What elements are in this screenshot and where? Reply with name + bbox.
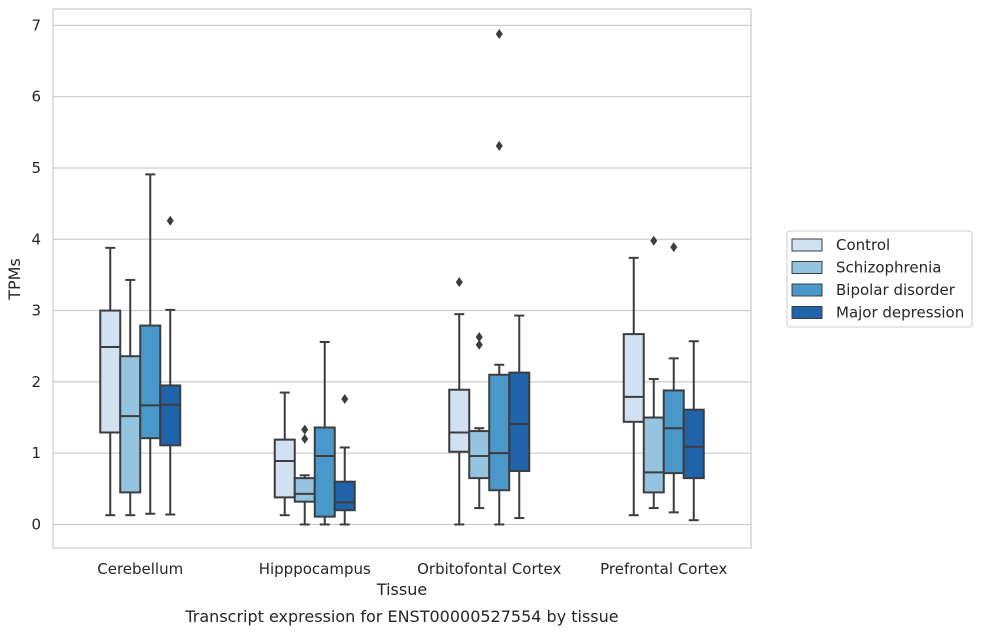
- box: [508, 314, 531, 520]
- box: [622, 256, 645, 517]
- y-tick-label: 7: [31, 16, 41, 34]
- box-body: [662, 389, 685, 475]
- x-axis-label: Tissue: [376, 580, 427, 599]
- legend-label: Control: [836, 236, 890, 254]
- box-body: [333, 480, 356, 512]
- box-body: [642, 416, 665, 494]
- y-tick-label: 4: [31, 230, 41, 248]
- box: [662, 242, 685, 514]
- y-axis-label: TPMs: [5, 258, 24, 301]
- outlier-point: [301, 424, 309, 435]
- y-tick-label: 2: [31, 373, 41, 391]
- box-body: [682, 408, 705, 480]
- box: [333, 393, 356, 526]
- y-tick-labels: 0 1 2 3 4 5 6 7: [31, 16, 41, 533]
- outlier-point: [475, 339, 483, 350]
- box: [99, 246, 122, 517]
- box: [119, 278, 142, 517]
- box-body: [139, 324, 162, 440]
- y-tick-label: 3: [31, 302, 41, 320]
- outlier-point: [475, 331, 483, 342]
- legend-label: Bipolar disorder: [836, 281, 956, 299]
- outlier-point: [495, 28, 503, 39]
- legend-frame: [786, 230, 973, 328]
- box-body: [622, 333, 645, 423]
- y-tick-label: 5: [31, 159, 41, 177]
- box: [488, 28, 511, 526]
- box-series: [99, 28, 705, 526]
- x-tick-labels: Cerebellum Hipppocampus Orbitofontal Corte…: [97, 560, 727, 578]
- box: [313, 340, 336, 526]
- y-tick-label: 1: [31, 444, 41, 462]
- box-body: [159, 384, 182, 447]
- outlier-point: [670, 242, 678, 253]
- box-body: [488, 373, 511, 492]
- box-body: [99, 309, 122, 434]
- legend-swatch: [791, 306, 823, 319]
- legend-label: Major depression: [836, 304, 964, 322]
- y-tick-label: 0: [31, 515, 41, 533]
- box: [273, 391, 296, 517]
- chart-caption: Transcript expression for ENST0000052755…: [184, 607, 618, 626]
- outlier-point: [455, 277, 463, 288]
- legend-swatch: [791, 261, 823, 274]
- x-tick-label: Prefrontal Cortex: [600, 560, 727, 578]
- box-body: [508, 371, 531, 472]
- plot-frame: [52, 8, 752, 549]
- box-body: [119, 355, 142, 494]
- x-tick-label: Orbitofontal Cortex: [417, 560, 561, 578]
- box: [448, 277, 471, 526]
- outlier-point: [341, 393, 349, 404]
- outlier-point: [301, 433, 309, 444]
- legend: Control Schizophrenia Bipolar disorder Majo…: [786, 230, 973, 328]
- box: [139, 173, 162, 515]
- box-body: [293, 477, 316, 503]
- box-body: [313, 426, 336, 518]
- legend-swatch: [791, 283, 823, 297]
- y-tick-label: 6: [31, 88, 41, 106]
- box: [293, 424, 316, 526]
- box: [682, 340, 705, 522]
- legend-label: Schizophrenia: [836, 259, 941, 277]
- box: [159, 215, 182, 516]
- box: [642, 235, 665, 510]
- legend-swatch: [791, 238, 823, 252]
- outlier-point: [495, 140, 503, 151]
- x-tick-label: Hipppocampus: [259, 560, 371, 578]
- box-body: [448, 388, 471, 453]
- box-body: [468, 430, 491, 480]
- x-tick-label: Cerebellum: [97, 560, 183, 578]
- outlier-point: [650, 235, 658, 246]
- outlier-point: [166, 215, 174, 226]
- box-body: [273, 438, 296, 499]
